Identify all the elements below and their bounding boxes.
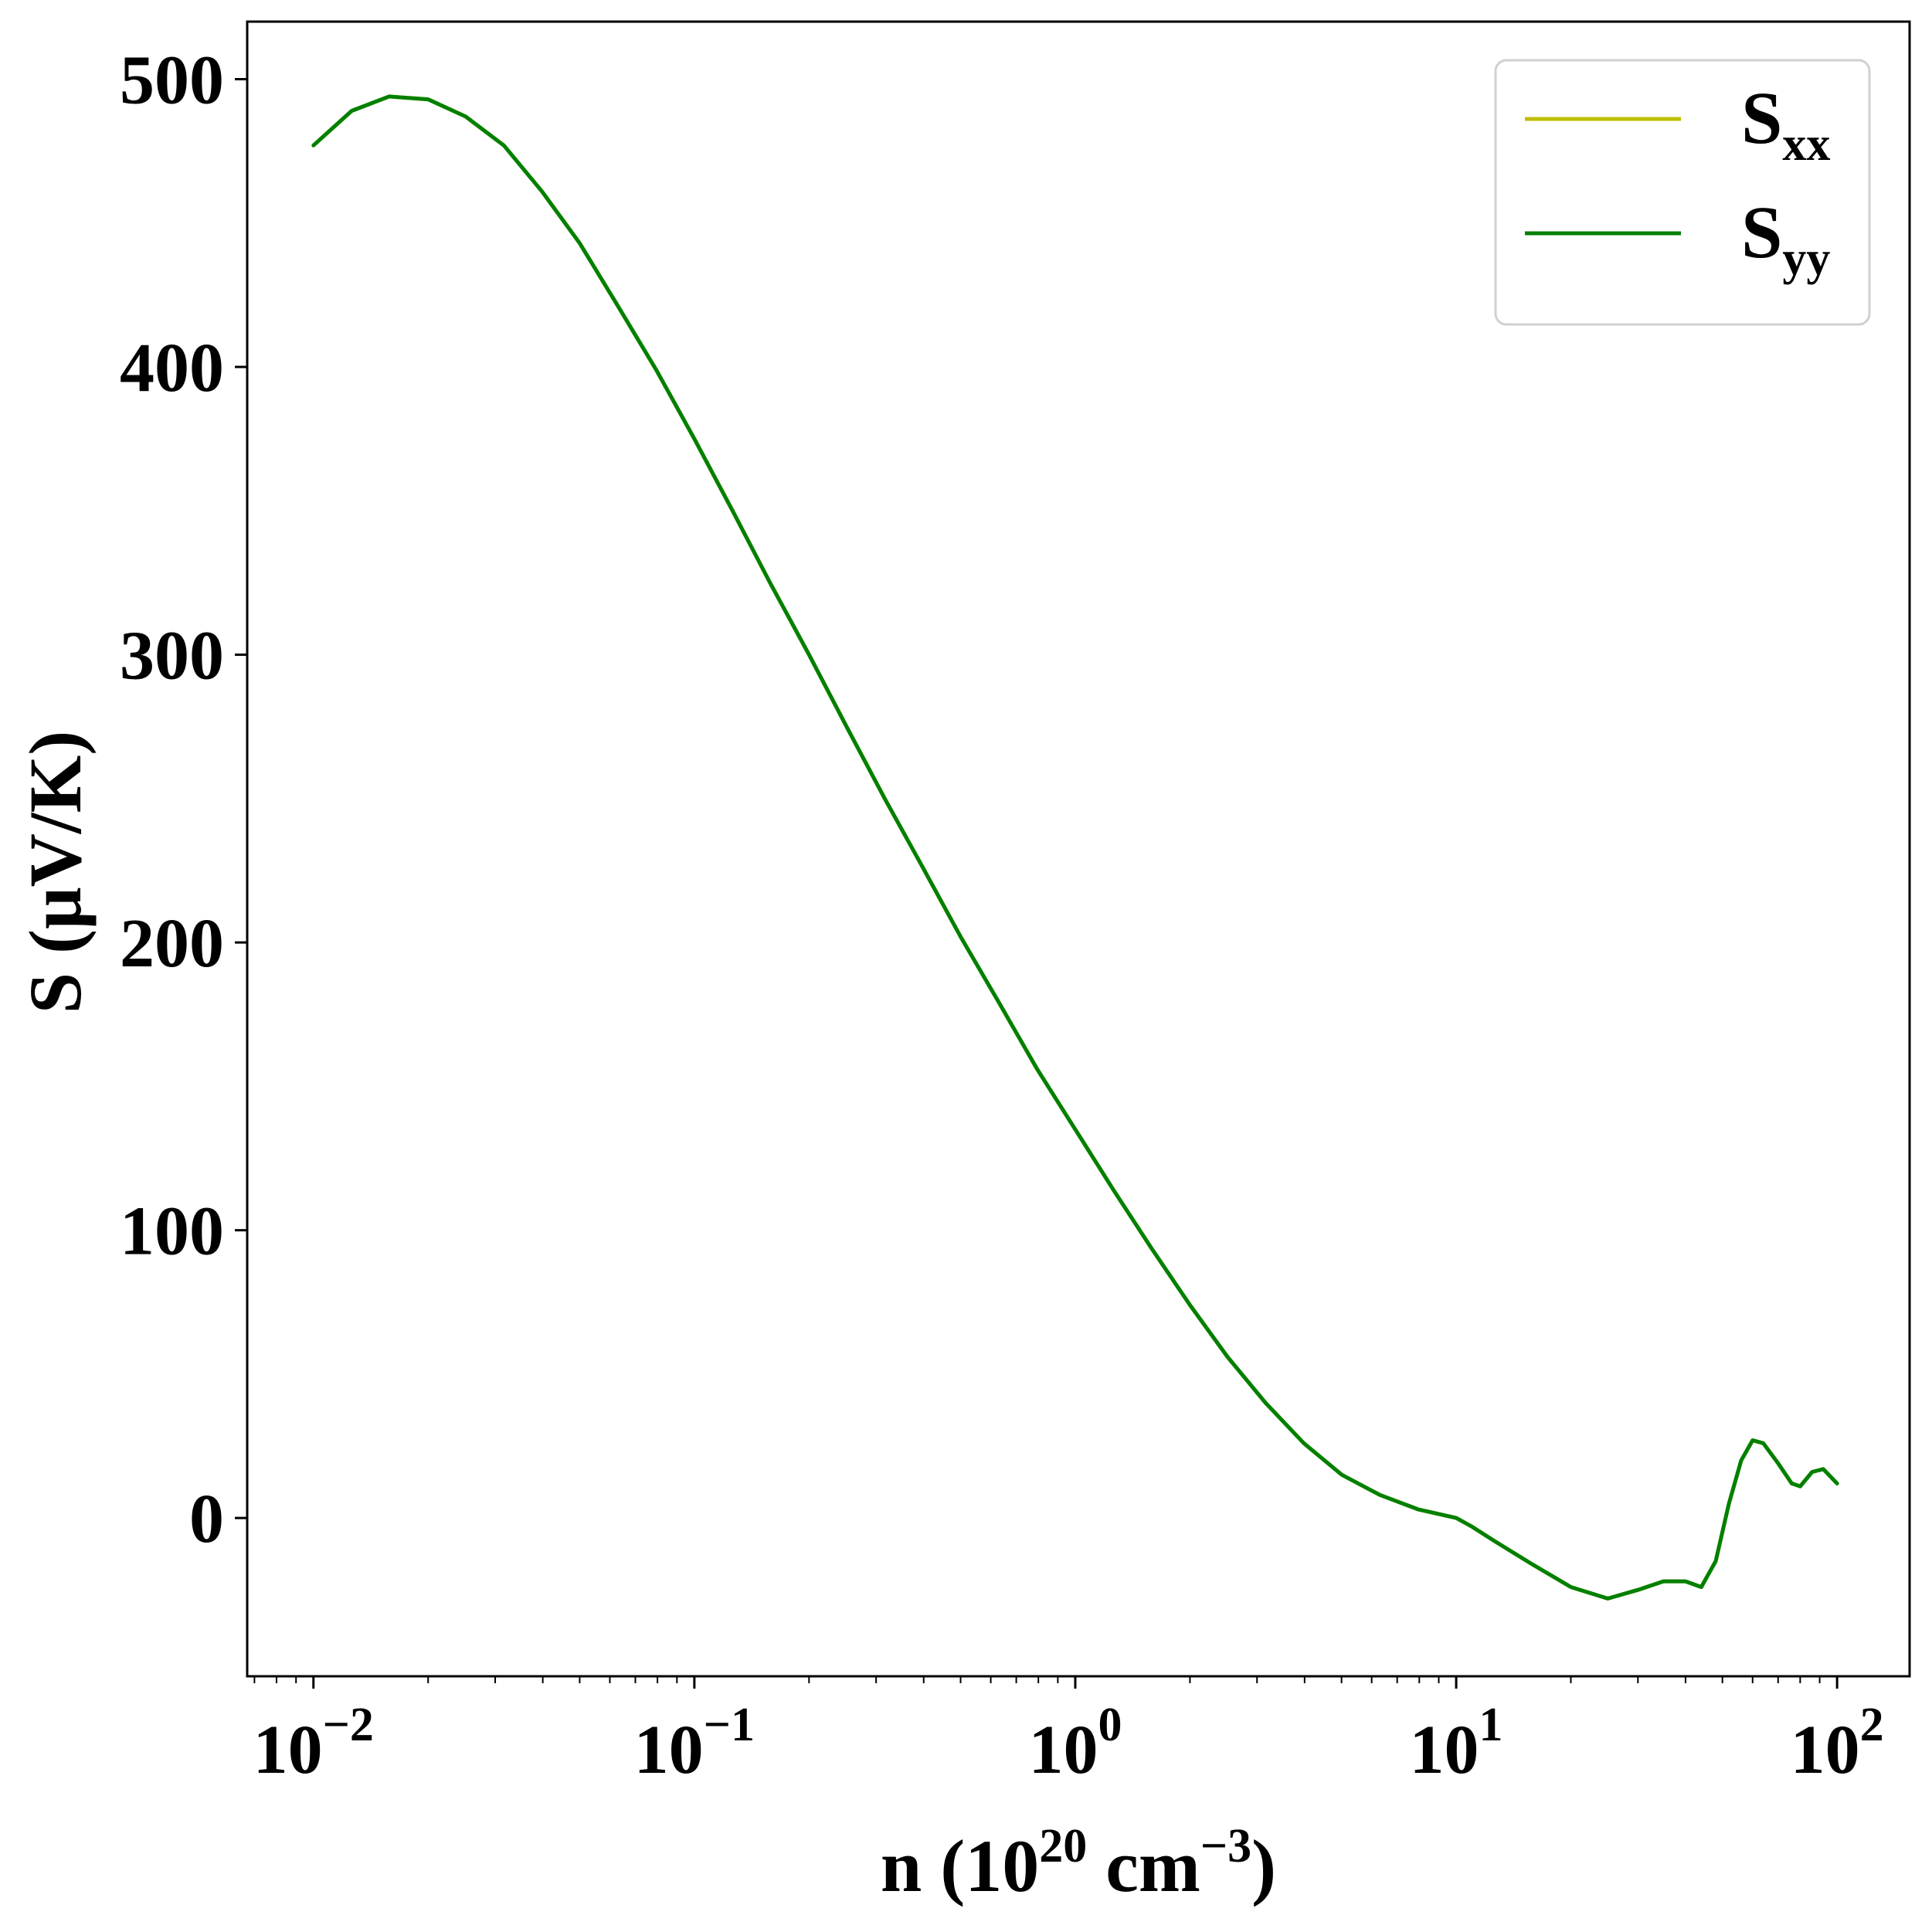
legend-box — [1494, 59, 1871, 326]
x-tick-label-base: 10 — [1410, 1712, 1479, 1788]
x-axis-label-end: ) — [1251, 1825, 1276, 1907]
x-axis-label-mid: cm — [1087, 1825, 1200, 1907]
series-line-syy — [311, 94, 1839, 1601]
legend-label-main: S — [1741, 76, 1782, 159]
y-axis-ticks: 0 100 200 300 400 500 — [120, 42, 247, 1557]
x-tick-label-exponent: 2 — [1860, 1699, 1884, 1751]
legend-label-subscript: xx — [1782, 118, 1830, 171]
x-tick-label-base: 10 — [253, 1712, 323, 1788]
x-tick-label: 102 — [1791, 1699, 1884, 1788]
y-tick-label: 500 — [120, 42, 224, 119]
x-axis-label-base: n (10 — [881, 1825, 1039, 1907]
plot-lines — [311, 94, 1839, 1601]
legend-label-syy: Syy — [1741, 191, 1830, 285]
x-axis-label-sup2: −3 — [1200, 1820, 1251, 1872]
x-tick-label-exponent: 1 — [1479, 1699, 1503, 1751]
legend-label-subscript: yy — [1782, 233, 1830, 285]
x-axis-minor-ticks — [253, 1676, 1821, 1683]
x-tick-label: 10−1 — [634, 1699, 755, 1788]
legend-label-main: S — [1741, 191, 1782, 273]
y-tick-label: 200 — [120, 905, 224, 982]
x-tick-label-base: 10 — [1028, 1712, 1098, 1788]
x-tick-label-base: 10 — [634, 1712, 704, 1788]
x-axis-ticks: 10−2 10−1 100 101 102 — [253, 1676, 1884, 1788]
x-axis-label: n (1020 cm−3) — [881, 1820, 1276, 1907]
x-tick-label-exponent: −2 — [323, 1699, 374, 1751]
y-tick-label: 400 — [120, 330, 224, 406]
x-tick-label: 101 — [1410, 1699, 1503, 1788]
y-tick-label: 300 — [120, 618, 224, 694]
x-tick-label-base: 10 — [1791, 1712, 1860, 1788]
plot-frame — [246, 20, 1911, 1678]
x-tick-label-exponent: 0 — [1098, 1699, 1122, 1751]
x-tick-label: 10−2 — [253, 1699, 374, 1788]
x-tick-label: 100 — [1028, 1699, 1122, 1788]
y-tick-label: 100 — [120, 1193, 224, 1270]
y-axis-label: S (μV/K) — [14, 731, 97, 1013]
x-tick-label-exponent: −1 — [704, 1699, 755, 1751]
y-tick-label: 0 — [189, 1481, 224, 1557]
x-axis-label-sup1: 20 — [1039, 1820, 1087, 1872]
legend-label-sxx: Sxx — [1741, 76, 1830, 171]
